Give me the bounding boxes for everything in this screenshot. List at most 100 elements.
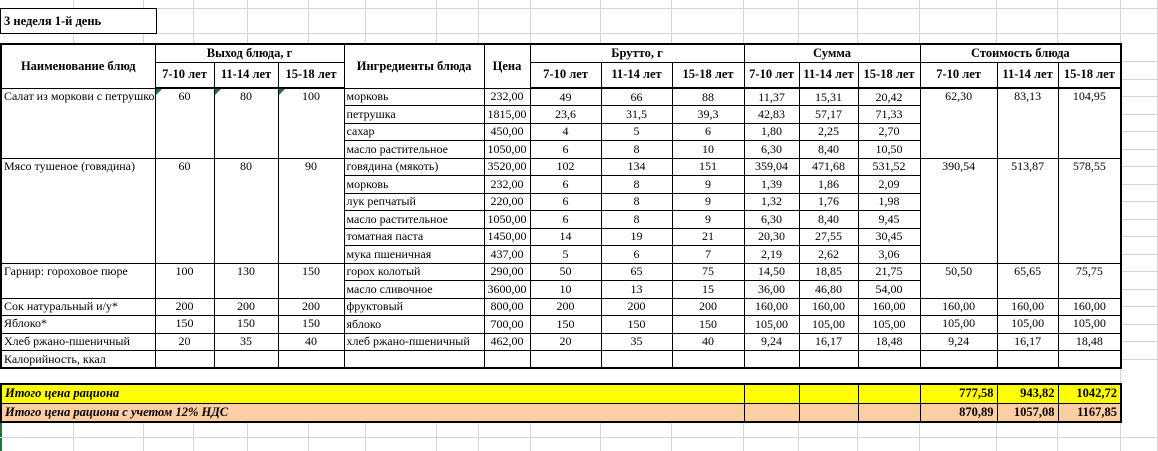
- sum-cell[interactable]: 105,00: [798, 315, 859, 334]
- age-header[interactable]: 7-10 лет: [743, 61, 800, 89]
- ingredient-cell[interactable]: фруктовый: [343, 297, 485, 316]
- sum-cell[interactable]: 1,76: [798, 192, 859, 211]
- sum-cell[interactable]: 54,00: [857, 280, 921, 299]
- sum-cell[interactable]: 6,30: [743, 140, 800, 159]
- output-cell[interactable]: 200: [277, 297, 345, 316]
- price-cell[interactable]: 437,00: [483, 245, 531, 264]
- ingredient-cell[interactable]: горох колотый: [343, 262, 485, 281]
- cost-cell[interactable]: 160,00: [996, 297, 1059, 316]
- cost-cell[interactable]: 62,30: [919, 87, 998, 159]
- gross-cell[interactable]: 49: [529, 87, 602, 106]
- price-cell[interactable]: 3520,00: [483, 157, 531, 176]
- empty-cell[interactable]: [671, 350, 745, 369]
- total-vat-7-10[interactable]: 870,89: [919, 402, 998, 423]
- gross-cell[interactable]: 200: [671, 297, 745, 316]
- empty-cell[interactable]: [857, 383, 921, 404]
- gross-cell[interactable]: 23,6: [529, 105, 602, 124]
- gross-cell[interactable]: 6: [529, 140, 602, 159]
- sum-cell[interactable]: 14,50: [743, 262, 800, 281]
- gross-cell[interactable]: 35: [600, 332, 673, 351]
- output-cell[interactable]: 200: [213, 297, 279, 316]
- sum-cell[interactable]: 1,80: [743, 122, 800, 141]
- sum-cell[interactable]: 21,75: [857, 262, 921, 281]
- age-header[interactable]: 11-14 лет: [996, 61, 1059, 89]
- col-header-dish-name[interactable]: Наименование блюд: [0, 43, 156, 89]
- col-header-sum[interactable]: Сумма: [743, 43, 921, 63]
- cost-cell[interactable]: 513,87: [996, 157, 1059, 264]
- empty-cell[interactable]: [798, 350, 859, 369]
- price-cell[interactable]: 462,00: [483, 332, 531, 351]
- sum-cell[interactable]: 2,70: [857, 122, 921, 141]
- age-header[interactable]: 7-10 лет: [919, 61, 998, 89]
- gross-cell[interactable]: 7: [671, 245, 745, 264]
- price-cell[interactable]: 220,00: [483, 192, 531, 211]
- sum-cell[interactable]: 42,83: [743, 105, 800, 124]
- sum-cell[interactable]: 36,00: [743, 280, 800, 299]
- total-ration-vat-label[interactable]: Итого цена рациона с учетом 12% НДС: [0, 402, 745, 423]
- price-cell[interactable]: 3600,00: [483, 280, 531, 299]
- ingredient-cell[interactable]: томатная паста: [343, 227, 485, 246]
- output-cell[interactable]: 40: [277, 332, 345, 351]
- ingredient-cell[interactable]: петрушка: [343, 105, 485, 124]
- gross-cell[interactable]: 50: [529, 262, 602, 281]
- total-vat-11-14[interactable]: 1057,08: [996, 402, 1059, 423]
- output-cell[interactable]: 80: [213, 87, 279, 159]
- sum-cell[interactable]: 2,09: [857, 175, 921, 194]
- sum-cell[interactable]: 1,39: [743, 175, 800, 194]
- sum-cell[interactable]: 8,40: [798, 210, 859, 229]
- dish-name-cell[interactable]: Салат из моркови с петрушкой: [0, 87, 156, 159]
- output-cell[interactable]: 35: [213, 332, 279, 351]
- sum-cell[interactable]: 471,68: [798, 157, 859, 176]
- total-ration-label[interactable]: Итого цена рациона: [0, 383, 745, 404]
- calories-label-cell[interactable]: Калорийность, ккал: [0, 350, 156, 369]
- sum-cell[interactable]: 57,17: [798, 105, 859, 124]
- output-cell[interactable]: 130: [213, 262, 279, 299]
- gross-cell[interactable]: 4: [529, 122, 602, 141]
- gross-cell[interactable]: 88: [671, 87, 745, 106]
- age-header[interactable]: 7-10 лет: [154, 61, 215, 89]
- ingredient-cell[interactable]: масло растительное: [343, 210, 485, 229]
- sum-cell[interactable]: 18,85: [798, 262, 859, 281]
- age-header[interactable]: 15-18 лет: [277, 61, 345, 89]
- gross-cell[interactable]: 40: [671, 332, 745, 351]
- col-header-gross[interactable]: Брутто, г: [529, 43, 745, 63]
- sum-cell[interactable]: 11,37: [743, 87, 800, 106]
- gross-cell[interactable]: 8: [600, 140, 673, 159]
- gross-cell[interactable]: 75: [671, 262, 745, 281]
- gross-cell[interactable]: 150: [600, 315, 673, 334]
- age-header[interactable]: 15-18 лет: [671, 61, 745, 89]
- ingredient-cell[interactable]: мука пшеничная: [343, 245, 485, 264]
- empty-cell[interactable]: [277, 350, 345, 369]
- gross-cell[interactable]: 8: [600, 175, 673, 194]
- sum-cell[interactable]: 105,00: [857, 315, 921, 334]
- gross-cell[interactable]: 15: [671, 280, 745, 299]
- sum-cell[interactable]: 160,00: [857, 297, 921, 316]
- gross-cell[interactable]: 200: [600, 297, 673, 316]
- sum-cell[interactable]: 1,86: [798, 175, 859, 194]
- price-cell[interactable]: 232,00: [483, 175, 531, 194]
- sum-cell[interactable]: 2,25: [798, 122, 859, 141]
- sum-cell[interactable]: 3,06: [857, 245, 921, 264]
- sum-cell[interactable]: 1,98: [857, 192, 921, 211]
- sum-cell[interactable]: 2,62: [798, 245, 859, 264]
- empty-cell[interactable]: [213, 350, 279, 369]
- dish-name-cell[interactable]: Сок натуральный и/у*: [0, 297, 156, 316]
- empty-cell[interactable]: [529, 350, 602, 369]
- empty-cell[interactable]: [857, 350, 921, 369]
- cost-cell[interactable]: 83,13: [996, 87, 1059, 159]
- gross-cell[interactable]: 9: [671, 175, 745, 194]
- cost-cell[interactable]: 105,00: [996, 315, 1059, 334]
- gross-cell[interactable]: 200: [529, 297, 602, 316]
- price-cell[interactable]: 450,00: [483, 122, 531, 141]
- cost-cell[interactable]: 104,95: [1057, 87, 1122, 159]
- price-cell[interactable]: 1815,00: [483, 105, 531, 124]
- empty-cell[interactable]: [154, 350, 215, 369]
- output-cell[interactable]: 150: [277, 262, 345, 299]
- sum-cell[interactable]: 359,04: [743, 157, 800, 176]
- gross-cell[interactable]: 8: [600, 210, 673, 229]
- gross-cell[interactable]: 9: [671, 192, 745, 211]
- ingredient-cell[interactable]: лук репчатый: [343, 192, 485, 211]
- age-header[interactable]: 15-18 лет: [857, 61, 921, 89]
- sum-cell[interactable]: 1,32: [743, 192, 800, 211]
- output-cell[interactable]: 60: [154, 87, 215, 159]
